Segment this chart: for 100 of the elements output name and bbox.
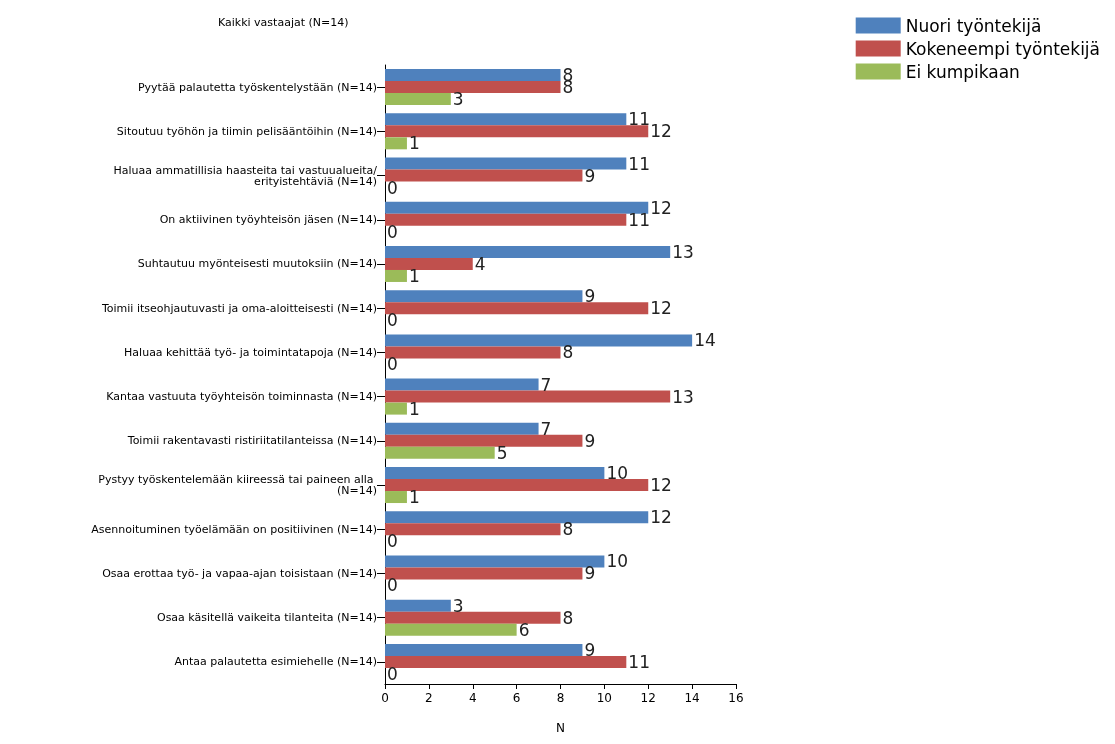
y-tick-label: Sitoutuu työhön ja tiimin pelisääntöihin (N=14) <box>116 124 377 138</box>
data-label: 8 <box>562 342 574 363</box>
data-label: 6 <box>518 619 530 640</box>
y-tick-label: Antaa palautetta esimiehelle (N=14) <box>174 655 377 669</box>
text: Kaikki vastaajat (N=14) <box>218 16 349 29</box>
y-tick-label: On aktiivinen työyhteisön jäsen (N=14) <box>159 213 377 227</box>
bar <box>385 290 583 303</box>
data-label: 0 <box>387 575 398 596</box>
bar <box>385 125 649 138</box>
bar <box>385 201 649 214</box>
bar <box>385 169 583 182</box>
bar <box>385 257 473 270</box>
data-label: 0 <box>387 663 398 684</box>
y-tick-label: Pyytää palautetta työskentelystään (N=14) <box>137 80 377 94</box>
legend-label: Nuori työntekijä <box>905 15 1042 36</box>
bar <box>385 346 561 359</box>
bar <box>385 93 451 106</box>
y-tick-label: Suhtautuu myönteisesti muutoksiin (N=14) <box>137 257 377 271</box>
data-label: 9 <box>584 563 596 584</box>
legend-label: Kokeneempi työntekijä <box>905 38 1101 59</box>
bar <box>385 599 451 612</box>
data-label: 8 <box>562 519 574 540</box>
bar <box>385 523 561 536</box>
data-label: 5 <box>496 442 508 463</box>
legend-label: Ei kumpikaan <box>905 61 1020 82</box>
bar <box>385 269 407 282</box>
bar <box>385 402 407 415</box>
bar <box>385 511 649 524</box>
bar <box>385 467 605 480</box>
data-label: 12 <box>650 121 672 142</box>
data-label: 0 <box>387 177 398 198</box>
data-label: 12 <box>650 475 672 496</box>
bar <box>385 655 627 668</box>
x-tick-label: 12 <box>640 691 656 705</box>
y-tick-label: Asennoituminen työelämään on positiivinen (N=14) <box>91 522 377 536</box>
y-tick-label: Osaa erottaa työ- ja vapaa-ajan toisistaan (N=14) <box>102 566 377 580</box>
x-tick-label: 8 <box>556 691 565 705</box>
bar <box>385 334 693 347</box>
x-tick-label: 14 <box>684 691 700 705</box>
x-tick-label: 2 <box>425 691 433 705</box>
data-label: 12 <box>650 507 672 528</box>
data-label: 11 <box>628 109 650 130</box>
bar <box>385 157 627 170</box>
bar <box>385 81 561 94</box>
x-tick-label: 6 <box>512 691 521 705</box>
data-label: 4 <box>474 253 486 274</box>
y-tick-label: Toimii itseohjautuvasti ja oma-aloitteisesti (N=14) <box>100 301 377 315</box>
y-tick-label: Haluaa ammatillisia haasteita tai vastuualueita/erityistehtäviä (N=14) <box>113 163 378 188</box>
bar <box>385 555 605 568</box>
y-tick-label: Osaa käsitellä vaikeita tilanteita (N=14) <box>156 611 377 625</box>
bar <box>385 623 517 636</box>
data-label: 3 <box>452 89 464 110</box>
bar <box>385 137 407 150</box>
data-label: 14 <box>694 330 716 351</box>
data-label: 12 <box>650 298 672 319</box>
data-label: 11 <box>628 651 650 672</box>
bar <box>385 378 539 391</box>
bar <box>385 213 627 226</box>
data-label: 7 <box>540 374 552 395</box>
bar <box>385 245 671 258</box>
bar <box>385 113 627 126</box>
y-tick-label: Haluaa kehittää työ- ja toimintatapoja (N=14) <box>124 345 377 359</box>
data-label: 8 <box>562 607 574 628</box>
data-label: 0 <box>387 354 398 375</box>
bar <box>385 302 649 315</box>
x-tick-label: 0 <box>381 691 389 705</box>
x-tick-label: 4 <box>468 691 477 705</box>
data-label: 1 <box>408 487 420 508</box>
data-label: 0 <box>387 531 398 552</box>
y-tick-label: Pystyy työskentelemään kiireessä tai paineen alla (N=14) <box>98 473 377 498</box>
data-label: 10 <box>606 463 629 484</box>
data-label: 7 <box>540 418 552 439</box>
data-label: 9 <box>584 165 596 186</box>
bar <box>385 643 583 656</box>
x-axis-title: N <box>556 721 565 735</box>
data-label: 12 <box>650 197 672 218</box>
bar <box>385 611 561 624</box>
y-tick-label: Toimii rakentavasti ristiriitatilanteissa (N=14) <box>126 434 377 448</box>
data-label: 1 <box>408 265 420 286</box>
bar <box>385 479 649 492</box>
data-label: 9 <box>584 639 596 660</box>
data-label: 3 <box>452 595 464 616</box>
data-label: 11 <box>628 153 650 174</box>
data-label: 0 <box>387 310 398 331</box>
bar <box>385 567 583 580</box>
data-label: 11 <box>628 209 650 230</box>
y-tick-label: Kantaa vastuuta työyhteisön toiminnasta (N=14) <box>106 390 377 404</box>
data-label: 13 <box>672 386 694 407</box>
bar <box>385 434 583 447</box>
bar <box>385 390 671 403</box>
data-label: 1 <box>408 398 420 419</box>
bar <box>385 422 539 435</box>
bar <box>385 446 495 459</box>
bar <box>385 491 407 504</box>
data-label: 13 <box>672 241 694 262</box>
data-label: 9 <box>584 286 596 307</box>
data-label: 10 <box>606 551 629 572</box>
bar <box>385 69 561 82</box>
data-label: 1 <box>408 133 420 154</box>
x-tick-label: 16 <box>728 691 744 705</box>
